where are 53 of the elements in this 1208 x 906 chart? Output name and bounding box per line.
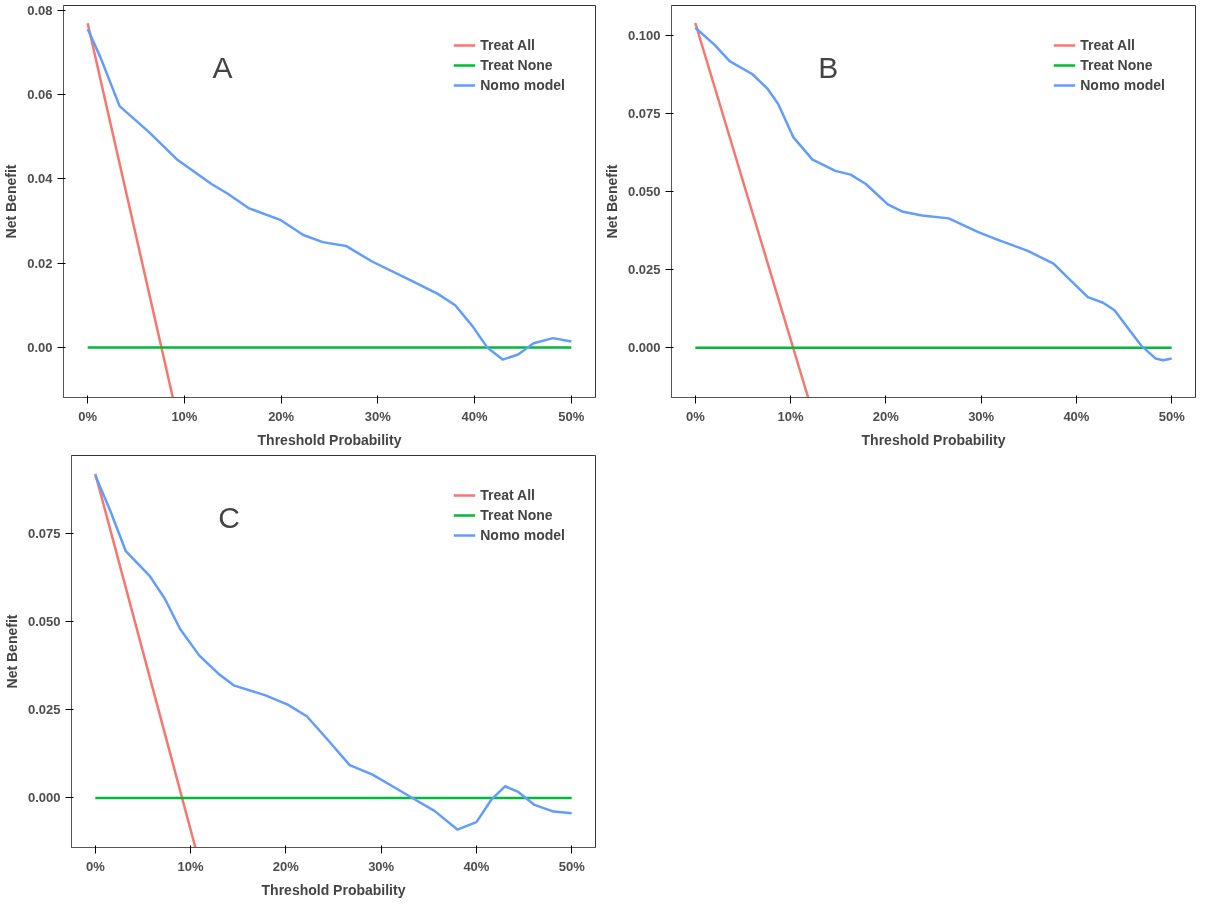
legend-label: Treat All <box>1080 37 1135 53</box>
y-tick-label: 0.050 <box>627 184 661 199</box>
x-tick-label: 50% <box>558 408 585 424</box>
legend-label: Nomo model <box>1080 77 1165 93</box>
legend-label: Treat All <box>480 487 535 503</box>
x-tick-label: 30% <box>364 408 392 424</box>
x-tick-label: 0% <box>685 408 706 424</box>
x-tick-label: 10% <box>777 408 805 424</box>
y-tick-label: 0.075 <box>627 105 661 121</box>
y-axis-title: Net Benefit <box>3 614 20 689</box>
legend-label: Treat None <box>480 507 553 523</box>
annotation: A <box>212 50 233 84</box>
legend-label: Nomo model <box>480 77 565 93</box>
legend-label: Treat None <box>1080 57 1153 73</box>
legend-label: Nomo model <box>480 527 565 543</box>
x-tick-label: 30% <box>368 858 395 874</box>
x-tick-label: 20% <box>872 408 900 424</box>
x-tick-label: 40% <box>461 408 489 424</box>
y-tick-label: 0.050 <box>27 614 61 630</box>
x-tick-label: 0% <box>78 408 98 424</box>
y-axis-title: Net Benefit <box>3 164 20 239</box>
line-series <box>94 474 573 831</box>
y-axis-title: Net Benefit <box>603 164 620 239</box>
line-series <box>694 26 1173 362</box>
y-tick-label: 0.00 <box>27 339 53 355</box>
x-tick-label: 10% <box>171 408 198 424</box>
line-series <box>86 27 573 361</box>
annotation: C <box>218 500 240 534</box>
y-tick-label: 0.08 <box>27 3 53 19</box>
x-tick-label: 40% <box>1063 408 1090 424</box>
x-tick-label: 30% <box>968 408 995 424</box>
y-tick-label: 0.000 <box>627 340 661 356</box>
y-tick-label: 0.06 <box>27 87 53 103</box>
x-tick-label: 20% <box>272 858 300 874</box>
x-axis-title: Threshold Probability <box>257 431 402 448</box>
legend-label: Treat All <box>480 37 535 53</box>
x-tick-label: 50% <box>1158 408 1186 424</box>
x-axis-title: Threshold Probability <box>261 881 406 898</box>
y-tick-label: 0.000 <box>27 790 61 806</box>
x-tick-label: 0% <box>85 858 106 874</box>
x-tick-label: 10% <box>177 858 205 874</box>
y-tick-label: 0.02 <box>27 255 53 271</box>
x-tick-label: 20% <box>268 408 295 424</box>
y-tick-label: 0.100 <box>627 27 661 43</box>
y-tick-label: 0.075 <box>27 526 61 542</box>
legend-label: Treat None <box>480 57 553 73</box>
annotation: B <box>818 50 839 84</box>
x-axis-title: Threshold Probability <box>861 431 1006 448</box>
x-tick-label: 50% <box>558 858 586 874</box>
y-tick-label: 0.025 <box>27 702 61 718</box>
y-tick-label: 0.04 <box>27 171 54 187</box>
x-tick-label: 40% <box>463 858 490 874</box>
y-tick-label: 0.025 <box>627 262 661 278</box>
